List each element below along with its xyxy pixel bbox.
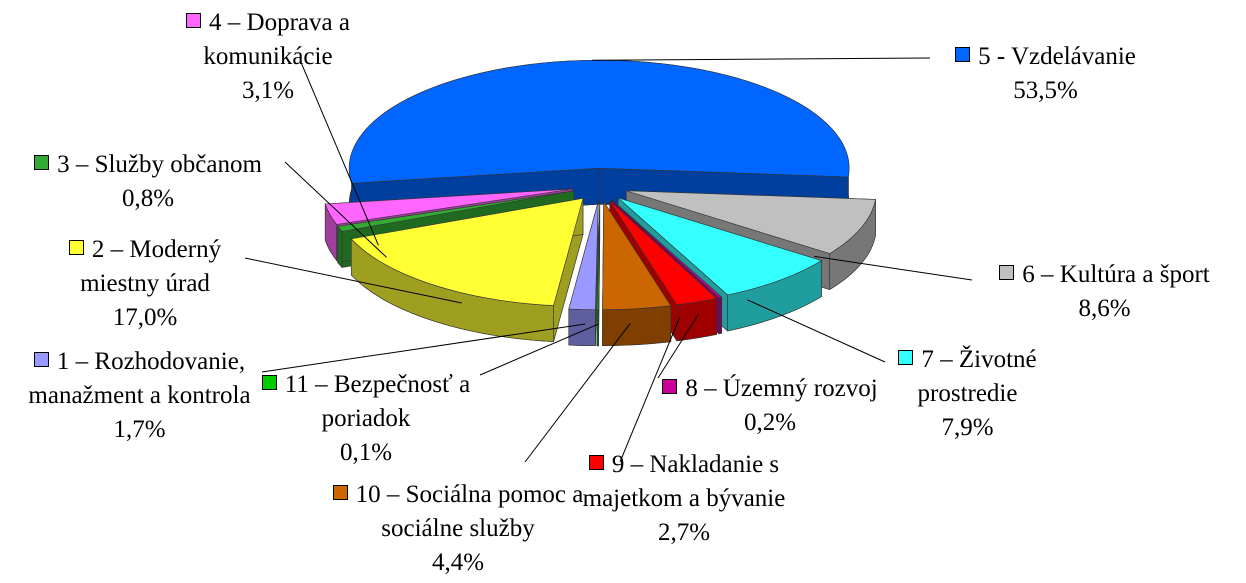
- data-label: 10 – Sociálna pomoc a sociálne služby 4,4…: [312, 478, 604, 580]
- slice: [350, 197, 584, 342]
- slice-top: [602, 200, 672, 310]
- data-label: 1 – Rozhodovanie, manažment a kontrola 1,…: [12, 345, 267, 447]
- leader-line: [261, 323, 586, 373]
- value-label: 7,9%: [941, 414, 994, 441]
- value-label: 8,6%: [1078, 295, 1131, 322]
- legend-swatch: [332, 485, 348, 500]
- leader-line: [657, 313, 700, 379]
- slice-top: [611, 199, 723, 299]
- slice: [602, 200, 672, 346]
- leader-line: [244, 257, 462, 304]
- data-label: 4 – Doprava a komunikácie 3,1%: [168, 6, 368, 108]
- leader-line: [814, 255, 973, 281]
- category-label: 8 – Územný rozvoj: [685, 375, 878, 402]
- value-label: 0,2%: [743, 409, 797, 436]
- leader-line: [299, 59, 379, 246]
- value-label: 3,1%: [241, 77, 295, 104]
- legend-swatch: [955, 47, 971, 62]
- leader-line: [284, 161, 387, 258]
- slice-wall: [602, 305, 672, 346]
- category-label: 3 – Služby občanom: [57, 151, 262, 178]
- data-label: 11 – Bezpečnosť a poriadok 0,1%: [255, 368, 477, 470]
- leader-line: [619, 317, 681, 463]
- slice-top: [350, 197, 584, 306]
- data-label: 7 – Životné prostredie 7,9%: [880, 343, 1055, 445]
- data-label: 3 – Služby občanom 0,8%: [8, 148, 288, 216]
- legend-swatch: [186, 13, 202, 28]
- leader-line: [479, 323, 599, 376]
- value-label: 2,7%: [657, 519, 711, 546]
- legend-swatch: [33, 352, 49, 367]
- category-label: 5 - Vzdelávanie: [978, 43, 1136, 70]
- category-label: 4 – Doprava a komunikácie: [203, 9, 350, 70]
- slice-wall: [718, 296, 723, 335]
- leader-line: [747, 299, 886, 363]
- leader-line: [591, 57, 931, 61]
- slice-wall: [596, 309, 599, 347]
- value-label: 17,0%: [112, 304, 178, 331]
- slice-top: [324, 188, 573, 225]
- category-label: 9 – Nakladanie s majetkom a bývanie: [582, 451, 786, 512]
- slice-top: [337, 190, 574, 232]
- category-label: 6 – Kultúra a šport: [1022, 261, 1210, 288]
- slice: [348, 59, 850, 220]
- data-label: 2 – Moderný miestny úrad 17,0%: [45, 233, 245, 335]
- legend-swatch: [662, 379, 678, 394]
- slice-top: [348, 59, 850, 184]
- leader-line: [524, 322, 631, 463]
- legend-swatch: [68, 240, 84, 255]
- value-label: 1,7%: [113, 416, 166, 443]
- legend-swatch: [999, 265, 1015, 280]
- slice-top: [609, 200, 718, 306]
- legend-swatch: [588, 455, 604, 470]
- slice-wall: [676, 298, 717, 342]
- category-label: 10 – Sociálna pomoc a sociálne služby: [355, 481, 584, 542]
- slice: [596, 201, 601, 347]
- legend-swatch: [261, 375, 277, 390]
- value-label: 53,5%: [1013, 77, 1078, 104]
- legend-swatch: [34, 155, 50, 170]
- category-label: 2 – Moderný miestny úrad: [80, 236, 222, 297]
- data-label: 8 – Územný rozvoj 0,2%: [640, 372, 900, 440]
- slice-top: [568, 201, 599, 311]
- slice-top: [596, 201, 601, 311]
- slice-top: [626, 190, 876, 254]
- slice: [568, 201, 599, 347]
- category-label: 11 – Bezpečnosť a poriadok: [284, 371, 471, 432]
- data-label: 6 – Kultúra a šport 8,6%: [972, 258, 1237, 326]
- value-label: 0,8%: [121, 185, 175, 212]
- category-label: 1 – Rozhodovanie, manažment a kontrola: [28, 348, 251, 409]
- value-label: 4,4%: [431, 549, 485, 576]
- slice-top: [617, 197, 823, 296]
- data-label: 5 - Vzdelávanie 53,5%: [928, 40, 1163, 108]
- data-label: 9 – Nakladanie s majetkom a bývanie 2,7%: [578, 448, 790, 550]
- value-label: 0,1%: [339, 439, 393, 466]
- slice-wall: [337, 225, 343, 269]
- category-label: 7 – Životné prostredie: [917, 346, 1037, 407]
- legend-swatch: [898, 350, 914, 365]
